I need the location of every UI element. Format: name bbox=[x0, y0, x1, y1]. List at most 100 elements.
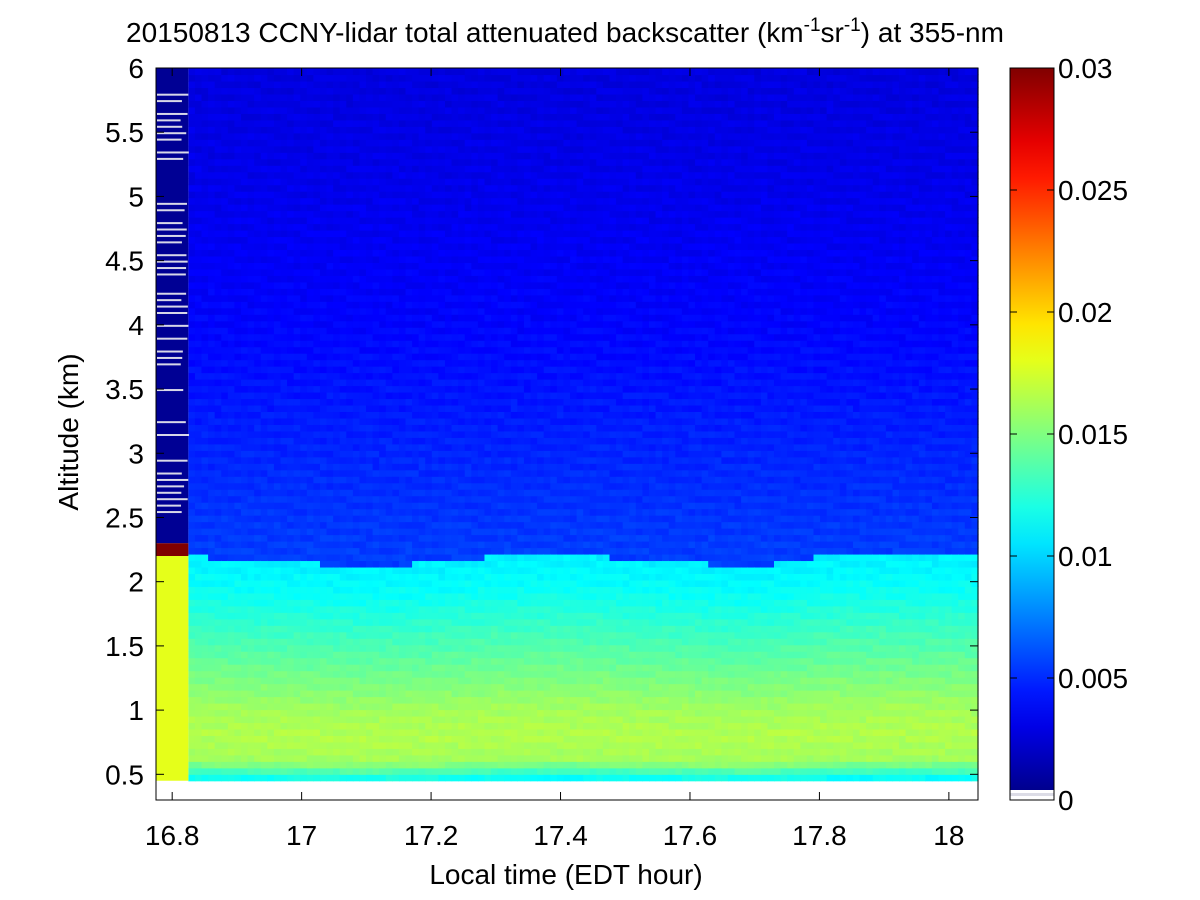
heatmap-cell bbox=[405, 158, 413, 166]
heatmap-cell bbox=[319, 631, 328, 639]
heatmap-cell bbox=[405, 385, 413, 393]
heatmap-cell bbox=[366, 372, 374, 380]
heatmap-cell bbox=[300, 158, 308, 166]
heatmap-cell bbox=[254, 152, 262, 160]
heatmap-cell bbox=[379, 508, 387, 516]
heatmap-cell bbox=[300, 748, 308, 756]
heatmap-cell bbox=[221, 353, 229, 361]
heatmap-cell bbox=[352, 288, 361, 296]
heatmap-cell bbox=[346, 664, 354, 672]
heatmap-cell bbox=[405, 307, 413, 315]
heatmap-cell bbox=[300, 294, 308, 302]
heatmap-cell bbox=[293, 346, 301, 354]
heatmap-cell bbox=[300, 612, 308, 620]
heatmap-cell bbox=[458, 197, 466, 205]
heatmap-cell bbox=[366, 242, 374, 251]
heatmap-cell bbox=[346, 314, 354, 322]
heatmap-cell bbox=[359, 495, 367, 503]
heatmap-cell bbox=[398, 553, 407, 562]
heatmap-cell bbox=[372, 417, 380, 425]
heatmap-cell bbox=[326, 113, 334, 121]
heatmap-cell bbox=[471, 417, 479, 425]
heatmap-cell bbox=[444, 229, 453, 238]
heatmap-cell bbox=[418, 437, 426, 445]
heatmap-cell bbox=[458, 288, 466, 296]
heatmap-cell bbox=[287, 670, 295, 678]
heatmap-cell bbox=[201, 126, 209, 134]
heatmap-cell bbox=[392, 664, 400, 672]
heatmap-cell bbox=[451, 482, 459, 490]
heatmap-cell bbox=[372, 761, 380, 769]
heatmap-cell bbox=[214, 379, 222, 387]
heatmap-cell bbox=[346, 87, 354, 95]
heatmap-cell bbox=[339, 547, 347, 555]
heatmap-cell bbox=[194, 229, 203, 238]
heatmap-cell bbox=[227, 411, 236, 419]
heatmap-cell bbox=[227, 106, 236, 114]
heatmap-cell bbox=[418, 307, 426, 315]
heatmap-cell bbox=[300, 126, 308, 134]
heatmap-cell bbox=[458, 93, 466, 101]
heatmap-cell bbox=[300, 223, 308, 231]
heatmap-cell bbox=[372, 340, 380, 348]
heatmap-cell bbox=[431, 126, 440, 134]
heatmap-cell bbox=[352, 333, 361, 341]
heatmap-cell bbox=[260, 476, 268, 484]
heatmap-cell bbox=[398, 715, 407, 724]
heatmap-cell bbox=[352, 605, 361, 613]
heatmap-cell bbox=[201, 242, 209, 251]
heatmap-cell bbox=[418, 327, 426, 335]
heatmap-cell bbox=[418, 528, 426, 536]
heatmap-cell bbox=[241, 119, 249, 127]
heatmap-cell bbox=[293, 443, 301, 451]
heatmap-cell bbox=[438, 379, 446, 387]
heatmap-cell bbox=[221, 106, 229, 114]
heatmap-cell bbox=[431, 664, 440, 672]
heatmap-cell bbox=[267, 275, 275, 283]
heatmap-cell bbox=[359, 702, 367, 711]
heatmap-cell bbox=[273, 87, 282, 95]
heatmap-cell bbox=[326, 541, 334, 549]
heatmap-cell bbox=[260, 424, 268, 432]
heatmap-cell bbox=[287, 398, 295, 406]
heatmap-cell bbox=[267, 664, 275, 672]
heatmap-cell bbox=[451, 528, 459, 536]
heatmap-cell bbox=[346, 178, 354, 186]
heatmap-cell bbox=[385, 417, 393, 425]
heatmap-cell bbox=[471, 586, 479, 594]
heatmap-cell bbox=[425, 80, 433, 89]
heatmap-cell bbox=[293, 74, 301, 82]
heatmap-cell bbox=[267, 372, 275, 380]
heatmap-cell bbox=[260, 113, 268, 121]
heatmap-cell bbox=[339, 638, 347, 646]
heatmap-cell bbox=[398, 417, 407, 425]
heatmap-cell bbox=[326, 709, 334, 717]
heatmap-cell bbox=[352, 702, 361, 711]
heatmap-cell bbox=[471, 171, 479, 179]
heatmap-cell bbox=[412, 741, 420, 749]
heatmap-cell bbox=[260, 566, 268, 574]
heatmap-cell bbox=[234, 521, 242, 529]
heatmap-cell bbox=[234, 424, 242, 432]
heatmap-cell bbox=[418, 152, 426, 160]
heatmap-cell bbox=[326, 346, 334, 354]
heatmap-cell bbox=[280, 638, 288, 646]
heatmap-cell bbox=[392, 74, 400, 82]
heatmap-cell bbox=[464, 197, 472, 205]
heatmap-cell bbox=[241, 152, 249, 160]
heatmap-cell bbox=[319, 236, 328, 244]
heatmap-cell bbox=[339, 495, 347, 503]
heatmap-cell bbox=[392, 774, 400, 782]
heatmap-cell bbox=[471, 165, 479, 173]
heatmap-cell bbox=[293, 333, 301, 341]
heatmap-cell bbox=[208, 132, 216, 140]
heatmap-cell bbox=[247, 333, 255, 341]
heatmap-cell bbox=[438, 638, 446, 646]
heatmap-cell bbox=[333, 372, 341, 380]
heatmap-cell bbox=[241, 657, 249, 665]
heatmap-cell bbox=[359, 541, 367, 549]
heatmap-cell bbox=[326, 774, 334, 782]
heatmap-cell bbox=[366, 774, 374, 782]
heatmap-cell bbox=[247, 592, 255, 600]
heatmap-cell bbox=[405, 411, 413, 419]
